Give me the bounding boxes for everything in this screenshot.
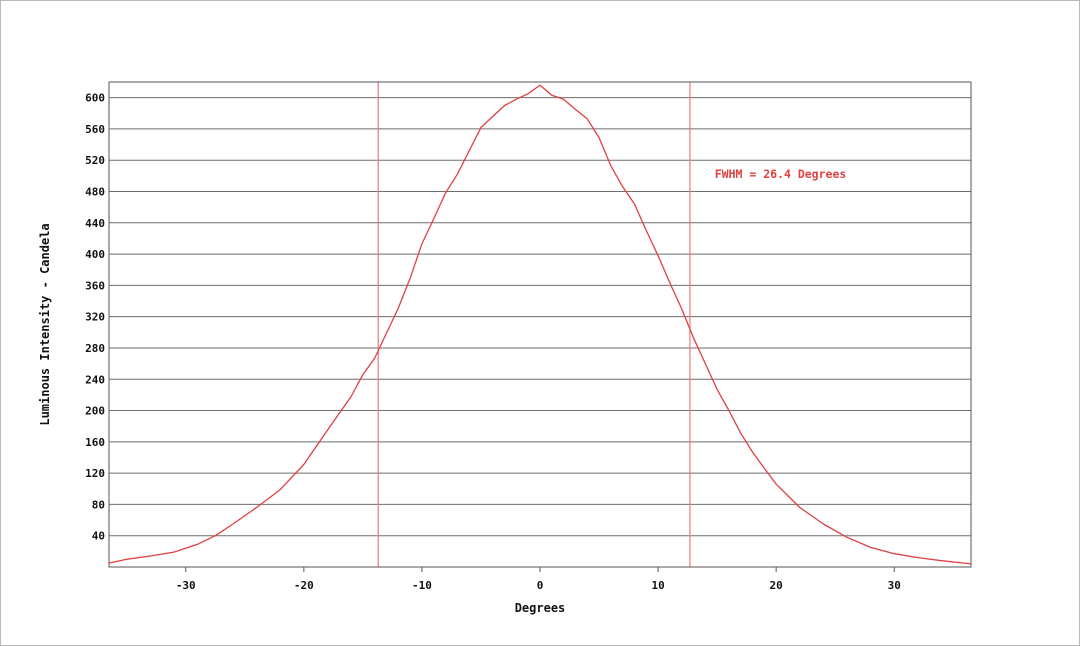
x-axis-ticks: -30 -20 -10 0 10 20 30 xyxy=(176,567,901,592)
y-tick-label: 360 xyxy=(85,279,105,292)
x-tick-label: -20 xyxy=(294,579,314,592)
y-tick-label: 80 xyxy=(92,498,105,511)
fwhm-annotation: FWHM = 26.4 Degrees xyxy=(715,167,847,181)
plot-area-border xyxy=(108,81,972,568)
y-tick-label: 280 xyxy=(85,342,105,355)
x-tick-label: 20 xyxy=(770,579,783,592)
y-axis-title: Luminous Intensity - Candela xyxy=(38,223,52,425)
x-tick-label: 10 xyxy=(651,579,664,592)
y-tick-label: 400 xyxy=(85,248,105,261)
y-tick-label: 200 xyxy=(85,405,105,418)
series-layer xyxy=(108,84,972,565)
y-axis-ticks: 40 80 120 160 200 240 280 320 360 400 440 480 520 560… xyxy=(85,92,105,543)
y-tick-label: 240 xyxy=(85,373,105,386)
y-tick-label: 440 xyxy=(85,217,105,230)
x-tick-label: 0 xyxy=(537,579,544,592)
x-axis-title: Degrees xyxy=(515,601,566,615)
y-tick-label: 160 xyxy=(85,436,105,449)
y-tick-label: 320 xyxy=(85,311,105,324)
y-tick-label: 40 xyxy=(92,530,105,543)
x-tick-label: -30 xyxy=(176,579,196,592)
x-tick-label: -10 xyxy=(412,579,432,592)
fwhm-markers xyxy=(377,82,691,567)
y-tick-label: 120 xyxy=(85,467,105,480)
series-line xyxy=(108,84,972,565)
y-tick-label: 560 xyxy=(85,123,105,136)
grid-lines xyxy=(109,97,971,537)
y-tick-label: 480 xyxy=(85,186,105,199)
x-tick-label: 30 xyxy=(888,579,901,592)
y-tick-label: 520 xyxy=(85,154,105,167)
y-tick-label: 600 xyxy=(85,92,105,105)
